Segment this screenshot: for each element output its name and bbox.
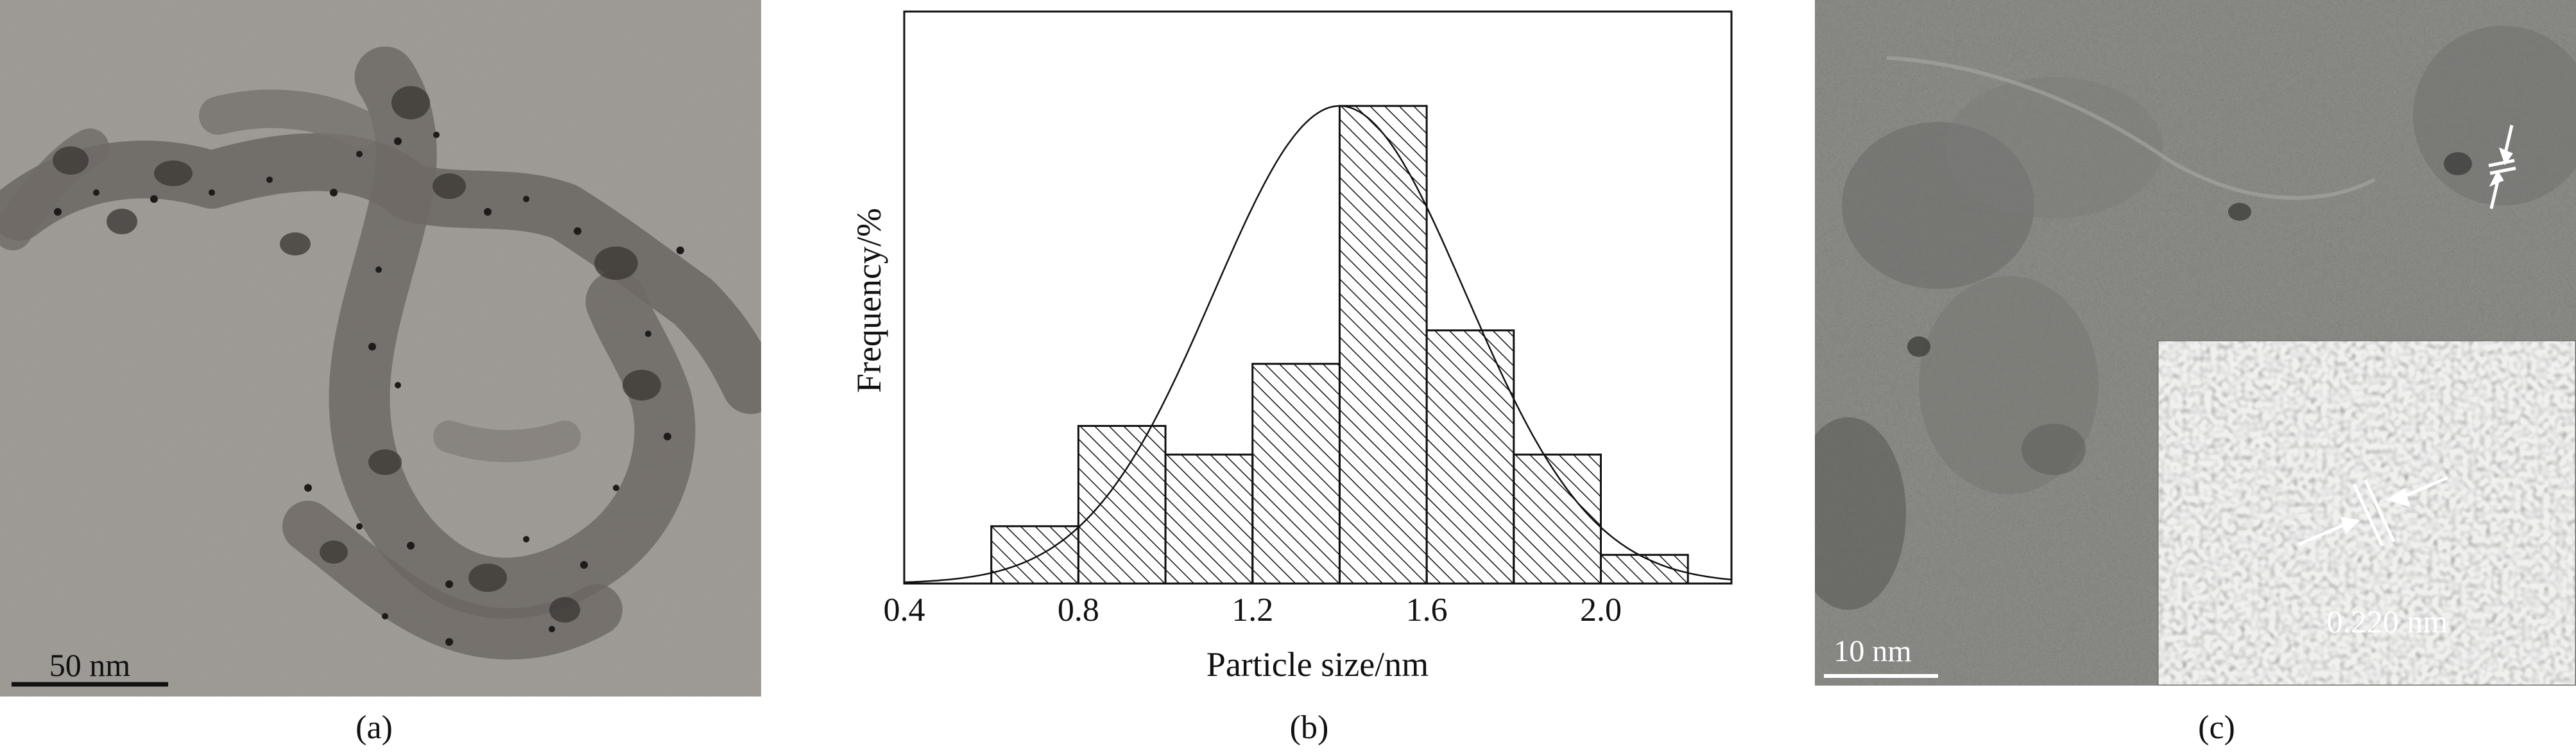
- tem-nanoparticles: [54, 132, 684, 646]
- histogram-bar: [1164, 453, 1254, 585]
- histogram-bar: [990, 525, 1079, 585]
- hrtem-features: [1815, 26, 2576, 610]
- x-axis-label: Particle size/nm: [1206, 645, 1429, 684]
- scale-bar-label-c: 10 nm: [1833, 634, 1911, 668]
- panel-label-b: (b): [1290, 709, 1329, 746]
- histogram-bar: [1513, 453, 1602, 585]
- histogram-bar: [1425, 329, 1515, 585]
- panel-label-a: (a): [356, 709, 393, 746]
- scale-bar-label-a: 50 nm: [49, 647, 131, 683]
- lattice-fringe-marker: [2298, 476, 2448, 547]
- panel-label-c: (c): [2198, 709, 2235, 746]
- histogram-bar: [1077, 424, 1167, 585]
- lattice-spacing-label: 0.220 nm: [2327, 603, 2448, 639]
- histogram-bar: [1338, 105, 1428, 585]
- histogram-panel: 0.4 0.8 1.2 1.6 2.0 Particle size/nm Frequen…: [850, 10, 1733, 684]
- x-tick-label: 1.6: [1406, 592, 1448, 628]
- x-tick-label: 0.8: [1058, 592, 1099, 628]
- x-tick-label: 1.2: [1232, 592, 1273, 628]
- hrtem-micrograph-panel: [1815, 0, 2576, 686]
- hrtem-inset: [2158, 340, 2576, 686]
- tem-micrograph-panel: 50 nm: [0, 0, 761, 697]
- tem-dense-regions: [53, 86, 661, 623]
- histogram-bars: [990, 105, 1689, 585]
- x-tick-label: 2.0: [1580, 592, 1622, 628]
- y-axis-label: Frequency/%: [850, 208, 888, 393]
- histogram-bar: [1251, 363, 1341, 585]
- gaussian-fit-curve: [904, 105, 1732, 584]
- lattice-arrows-main: [2488, 125, 2516, 209]
- x-axis-ticks: 0.4 0.8 1.2 1.6 2.0: [884, 575, 1622, 628]
- x-tick-label: 0.4: [884, 592, 925, 628]
